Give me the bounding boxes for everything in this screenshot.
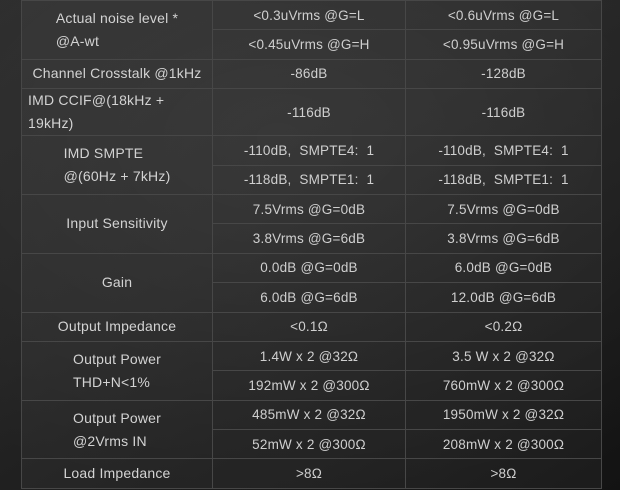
spec-label-line: Load Impedance — [63, 465, 171, 482]
spec-label-cell: Input Sensitivity — [21, 193, 213, 254]
spec-value-cell: -86dB — [212, 58, 406, 90]
spec-value-cell: 6.0dB @G=6dB — [212, 282, 406, 313]
spec-label: IMD CCIF@(18kHz + 19kHz) — [28, 90, 206, 135]
spec-label: Output Impedance — [58, 315, 176, 338]
spec-value-cell: 7.5Vrms @G=0dB — [212, 193, 406, 225]
spec-label-cell: Output Power THD+N<1% — [21, 340, 213, 401]
spec-label-cell: Output Power @2Vrms IN — [21, 399, 213, 460]
spec-row: <0.45uVrms @G=H <0.95uVrms @G=H — [22, 29, 602, 60]
spec-row: 52mW x 2 @300Ω 208mW x 2 @300Ω — [22, 429, 602, 460]
spec-label-cell: Load Impedance — [21, 458, 213, 489]
spec-row: Load Impedance >8Ω >8Ω — [21, 458, 602, 489]
spec-label: Output Power @2Vrms IN — [73, 407, 161, 453]
spec-label-line: Actual noise level * — [55, 9, 179, 26]
spec-label-cell: Actual noise level * @A-wt — [21, 0, 213, 60]
spec-label-cell: Gain — [21, 252, 213, 313]
spec-label-line: Channel Crosstalk @1kHz — [32, 65, 202, 82]
spec-value-cell: -128dB — [405, 58, 602, 90]
spec-value-cell: 192mW x 2 @300Ω — [212, 370, 406, 401]
spec-label-line: THD+N<1% — [73, 373, 151, 390]
spec-label: Gain — [102, 271, 132, 294]
spec-row: Gain 0.0dB @G=0dB 6.0dB @G=0dB — [21, 252, 602, 313]
spec-value-cell: -110dB, SMPTE4: 1 — [212, 135, 406, 166]
spec-value-cell: <0.6uVrms @G=L — [405, 0, 602, 31]
spec-label-cell: IMD SMPTE @(60Hz + 7kHz) — [21, 135, 213, 195]
spec-row: 3.8Vrms @G=6dB 3.8Vrms @G=6dB — [22, 223, 602, 254]
spec-value-cell: 3.8Vrms @G=6dB — [405, 223, 602, 254]
spec-value-cell: 485mW x 2 @32Ω — [212, 399, 406, 431]
spec-row: Channel Crosstalk @1kHz -86dB -128dB — [21, 58, 602, 90]
spec-row: IMD SMPTE @(60Hz + 7kHz) -110dB, SMPTE4: 1… — [21, 135, 602, 195]
spec-label-cell: IMD CCIF@(18kHz + 19kHz) — [21, 88, 213, 137]
spec-value-cell: >8Ω — [405, 458, 602, 489]
spec-row: Output Impedance <0.1Ω <0.2Ω — [21, 311, 602, 342]
spec-row: 6.0dB @G=6dB 12.0dB @G=6dB — [22, 282, 602, 313]
spec-value-cell: <0.2Ω — [405, 311, 602, 342]
spec-value-cell: <0.3uVrms @G=L — [212, 0, 406, 31]
spec-label: Output Power THD+N<1% — [73, 348, 161, 394]
spec-label-line: Output Power — [73, 409, 161, 426]
spec-label: Actual noise level * @A-wt — [56, 7, 178, 53]
spec-label-cell: Output Impedance — [21, 311, 213, 342]
spec-value-cell: -118dB, SMPTE1: 1 — [405, 164, 602, 195]
spec-label-cell: Channel Crosstalk @1kHz — [21, 58, 213, 90]
spec-row: Input Sensitivity 7.5Vrms @G=0dB 7.5Vrms @… — [21, 193, 602, 254]
spec-value-cell: 12.0dB @G=6dB — [405, 282, 602, 313]
spec-value-cell: -116dB — [405, 88, 602, 137]
spec-table-body: Actual noise level * @A-wt <0.3uVrms @G=L <… — [21, 0, 602, 489]
spec-label-line: @A-wt — [55, 32, 100, 49]
spec-value-cell: <0.95uVrms @G=H — [405, 29, 602, 60]
spec-value-cell: 3.8Vrms @G=6dB — [212, 223, 406, 254]
spec-value-cell: <0.45uVrms @G=H — [212, 29, 406, 60]
spec-value-cell: 6.0dB @G=0dB — [405, 252, 602, 284]
spec-label: Channel Crosstalk @1kHz — [33, 62, 202, 85]
spec-label: IMD SMPTE @(60Hz + 7kHz) — [64, 142, 171, 188]
spec-value-cell: 1.4W x 2 @32Ω — [212, 340, 406, 372]
spec-label-line: @(60Hz + 7kHz) — [63, 168, 171, 185]
spec-value-cell: -116dB — [212, 88, 406, 137]
spec-value-cell: -118dB, SMPTE1: 1 — [212, 164, 406, 195]
spec-label-line: IMD SMPTE — [63, 145, 144, 162]
spec-value-cell: 208mW x 2 @300Ω — [405, 429, 602, 460]
spec-label: Load Impedance — [63, 462, 170, 485]
spec-label-line: Output Power — [73, 350, 161, 367]
spec-value-cell: 52mW x 2 @300Ω — [212, 429, 406, 460]
spec-label: Input Sensitivity — [66, 212, 167, 235]
spec-row: Actual noise level * @A-wt <0.3uVrms @G=L <… — [21, 0, 602, 60]
spec-value-cell: 0.0dB @G=0dB — [212, 252, 406, 284]
spec-label-line: Gain — [101, 274, 133, 291]
spec-value-cell: 7.5Vrms @G=0dB — [405, 193, 602, 225]
spec-row: 192mW x 2 @300Ω 760mW x 2 @300Ω — [22, 370, 602, 401]
spec-row: IMD CCIF@(18kHz + 19kHz) -116dB -116dB — [21, 88, 602, 137]
spec-label-line: @2Vrms IN — [73, 432, 147, 449]
spec-value-cell: 760mW x 2 @300Ω — [405, 370, 602, 401]
spec-value-cell: <0.1Ω — [212, 311, 406, 342]
spec-label-line: Output Impedance — [57, 318, 177, 335]
spec-row: -118dB, SMPTE1: 1 -118dB, SMPTE1: 1 — [22, 164, 602, 195]
spec-label-line: Input Sensitivity — [66, 215, 168, 232]
spec-row: Output Power THD+N<1% 1.4W x 2 @32Ω 3.5 W x… — [21, 340, 602, 401]
spec-value-cell: 3.5 W x 2 @32Ω — [405, 340, 602, 372]
spec-row: Output Power @2Vrms IN 485mW x 2 @32Ω 1950m… — [21, 399, 602, 460]
spec-table: Actual noise level * @A-wt <0.3uVrms @G=L <… — [21, 0, 602, 489]
spec-value-cell: 1950mW x 2 @32Ω — [405, 399, 602, 431]
spec-value-cell: -110dB, SMPTE4: 1 — [405, 135, 602, 166]
spec-label-line: IMD CCIF@(18kHz + 19kHz) — [28, 92, 169, 132]
spec-value-cell: >8Ω — [212, 458, 406, 489]
